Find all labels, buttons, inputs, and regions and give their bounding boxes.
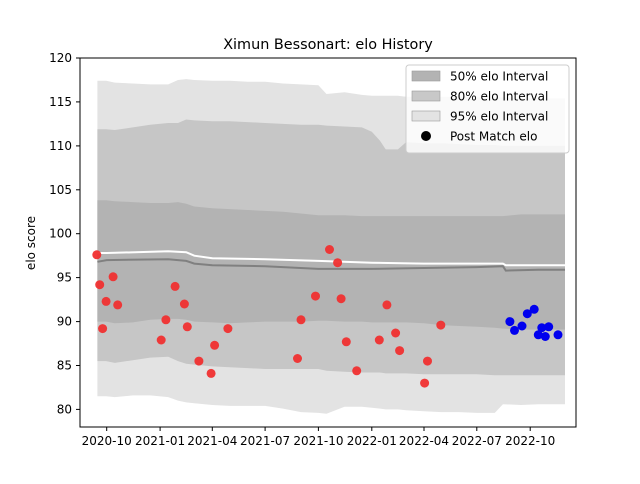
y-tick-label: 120 (49, 51, 72, 65)
y-tick-label: 100 (49, 227, 72, 241)
band-50-percent (97, 200, 566, 330)
y-tick-label: 80 (57, 402, 72, 416)
y-tick-label: 90 (57, 315, 72, 329)
post-match-elo-point (352, 366, 362, 376)
x-tick-label: 2021-04 (187, 434, 237, 448)
median-elo-line (97, 250, 565, 267)
projected-elo-point (529, 304, 539, 314)
post-match-elo-point (296, 315, 306, 325)
x-tick-label: 2020-10 (82, 434, 132, 448)
projected-elo-point (553, 330, 563, 340)
post-match-elo-point (92, 250, 102, 260)
x-tick-label: 2021-01 (135, 434, 185, 448)
post-match-elo-point (325, 245, 334, 254)
post-match-elo-point (194, 356, 204, 366)
post-match-elo-point (374, 335, 384, 345)
y-tick-label: 95 (57, 271, 72, 285)
post-match-elo-point (108, 272, 118, 282)
x-tick-label: 2022-01 (347, 434, 397, 448)
legend-swatch (411, 110, 441, 122)
post-match-elo-point (95, 280, 105, 290)
post-match-elo-point (311, 291, 320, 301)
chart-title: Ximun Bessonart: elo History (223, 37, 433, 53)
projected-elo-point (537, 323, 547, 333)
legend: 50% elo Interval 80% elo Interval 95% elo … (405, 64, 570, 154)
post-match-elo-point (293, 354, 302, 363)
y-tick-label: 85 (57, 359, 72, 373)
x-tick-label: 2022-04 (399, 434, 449, 448)
projected-elo-point (540, 332, 550, 341)
legend-marker (421, 131, 431, 141)
y-tick-label: 105 (49, 183, 72, 197)
y-tick-label: 110 (49, 139, 72, 153)
mean-elo-line (97, 258, 565, 272)
legend-label: 50% elo Interval (450, 70, 548, 84)
x-tick-label: 2022-10 (505, 434, 555, 448)
post-match-elo-point (182, 322, 192, 332)
post-match-elo-point (336, 294, 346, 304)
post-match-elo-point (382, 300, 392, 310)
post-match-elo-point (161, 315, 171, 325)
post-match-elo-point (210, 340, 220, 350)
projected-elo-point (505, 317, 515, 327)
legend-label: Post Match elo (450, 130, 537, 144)
legend-swatch (411, 70, 441, 82)
post-match-elo-point (341, 337, 351, 347)
legend-label: 95% elo Interval (450, 110, 548, 124)
post-match-elo-point (333, 258, 343, 268)
plot-area (92, 79, 566, 414)
post-match-elo-point (156, 335, 166, 345)
post-match-elo-point (391, 328, 401, 338)
post-match-elo-point (206, 368, 216, 378)
post-match-elo-point (101, 296, 111, 306)
post-match-elo-point (98, 324, 108, 334)
post-match-elo-point (423, 356, 432, 366)
x-tick-label: 2021-07 (240, 434, 290, 448)
post-match-elo-point (170, 281, 180, 291)
projected-elo-point (522, 309, 532, 319)
x-tick-label: 2022-07 (452, 434, 502, 448)
projected-elo-point (544, 322, 554, 332)
projected-elo-point (517, 321, 527, 331)
projected-elo-point (510, 325, 519, 335)
post-match-elo-point (179, 299, 189, 309)
legend-box (405, 64, 570, 154)
post-match-elo-point (113, 300, 123, 310)
post-match-elo-point (395, 346, 405, 356)
y-axis-label: elo score (24, 216, 38, 270)
x-tick-label: 2021-10 (293, 434, 343, 448)
legend-swatch (411, 90, 441, 102)
y-tick-label: 115 (49, 95, 72, 109)
post-match-elo-point (420, 378, 430, 388)
post-match-elo-point (436, 320, 446, 330)
post-match-elo-point (223, 324, 233, 334)
axes-frame (79, 57, 577, 428)
legend-label: 80% elo Interval (450, 90, 548, 104)
projected-elo-point (533, 330, 543, 340)
